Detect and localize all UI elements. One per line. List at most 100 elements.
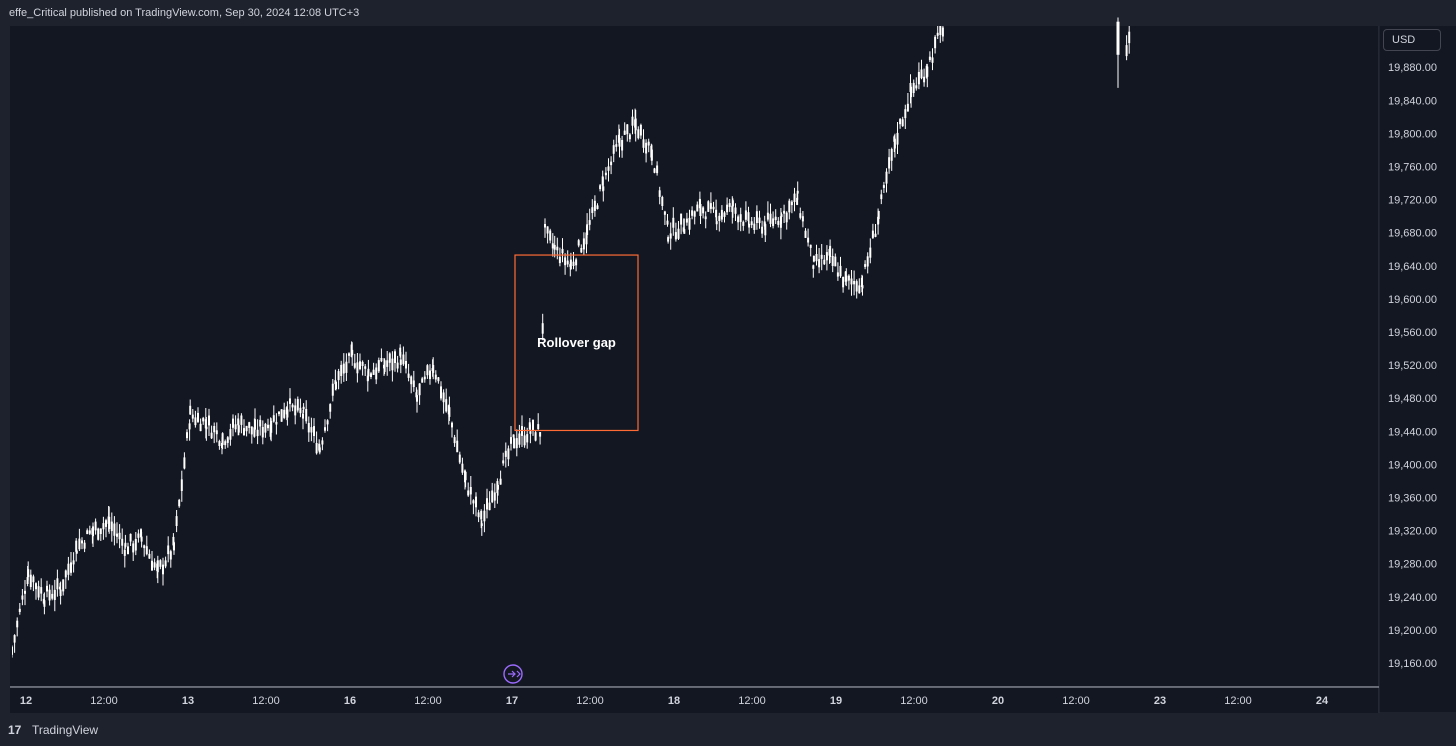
candle-body	[537, 424, 540, 429]
candle-body	[81, 540, 83, 544]
candle-body	[674, 232, 677, 240]
candle-body	[367, 368, 370, 377]
candle-body	[183, 457, 186, 469]
candle-body	[366, 375, 369, 382]
candle-body	[51, 593, 54, 599]
candle-body	[504, 450, 507, 457]
candle-body	[731, 205, 734, 213]
candle-body	[910, 86, 913, 98]
currency-button[interactable]: USD	[1383, 29, 1441, 51]
x-tick-label: 20	[992, 695, 1004, 707]
candle-body	[650, 149, 653, 161]
chart-pane[interactable]	[10, 26, 1378, 686]
candle-body	[469, 487, 472, 495]
candle-body	[264, 423, 267, 433]
candle-body	[931, 57, 934, 63]
session-break-icon	[503, 664, 523, 684]
candle-body	[551, 243, 554, 249]
candle-body	[240, 415, 243, 425]
candle-body	[456, 440, 459, 453]
candle-body	[123, 549, 126, 556]
candle-body	[229, 429, 232, 440]
x-tick-label: 12:00	[576, 695, 604, 707]
candle-body	[917, 72, 920, 85]
candle-body	[375, 367, 378, 380]
candle-body	[440, 386, 442, 399]
candle-body	[226, 437, 229, 443]
candle-body	[628, 134, 631, 140]
candle-body	[221, 443, 223, 448]
candle-body	[237, 425, 240, 433]
candle-body	[575, 259, 578, 266]
candle-body	[653, 168, 656, 173]
y-tick-label: 19,320.00	[1388, 526, 1437, 538]
candle-body	[926, 66, 929, 77]
time-axis[interactable]	[10, 687, 1378, 713]
candle-body	[113, 523, 116, 536]
candle-body	[121, 538, 124, 546]
candle-body	[488, 502, 491, 511]
candle-body	[380, 358, 383, 362]
candle-body	[475, 496, 477, 508]
candle-body	[296, 399, 299, 411]
candle-body	[426, 365, 429, 376]
candle-body	[515, 438, 518, 449]
candle-body	[480, 523, 483, 526]
candle-body	[780, 214, 783, 217]
x-tick-label: 24	[1316, 695, 1329, 707]
candle-body	[29, 574, 32, 587]
candle-body	[588, 220, 591, 225]
candle-body	[790, 201, 793, 206]
candle-body	[774, 216, 777, 221]
y-tick-label: 19,400.00	[1388, 459, 1437, 471]
candle-body	[62, 579, 65, 592]
candle-body	[766, 212, 769, 220]
candle-body	[26, 577, 29, 584]
candle-body	[541, 323, 544, 334]
candle-body	[458, 454, 461, 463]
candle-body	[709, 203, 712, 209]
candle-body	[591, 207, 594, 213]
candle-body	[631, 116, 634, 126]
candle-body	[880, 194, 883, 200]
candle-body	[607, 166, 610, 171]
candle-body	[243, 428, 245, 436]
candle-body	[864, 264, 867, 267]
candle-body	[779, 216, 782, 228]
candle-body	[202, 417, 205, 422]
candle-body	[442, 392, 445, 403]
x-tick-label: 12:00	[1062, 695, 1090, 707]
candle-body	[134, 539, 137, 551]
candle-body	[13, 635, 16, 643]
candle-body	[386, 360, 389, 367]
candle-body	[21, 595, 24, 600]
candle-body	[683, 229, 686, 234]
candle-body	[70, 562, 72, 573]
candle-body	[67, 563, 70, 575]
candle-body	[896, 132, 899, 145]
candle-body	[585, 232, 588, 245]
candle-body	[693, 211, 696, 217]
candle-body	[785, 212, 788, 223]
candle-body	[204, 419, 207, 429]
candle-body	[764, 224, 767, 236]
candle-body	[35, 583, 37, 590]
y-tick-label: 19,840.00	[1388, 95, 1437, 107]
candle-body	[394, 351, 396, 363]
candle-body	[162, 564, 164, 575]
candle-body	[75, 540, 78, 552]
price-axis[interactable]	[1379, 26, 1456, 712]
candle-body	[829, 245, 832, 257]
candle-body	[941, 27, 944, 37]
candle-body	[286, 409, 289, 418]
candle-body	[761, 226, 764, 234]
candle-body	[118, 532, 121, 540]
candle-body	[836, 272, 839, 277]
candle-body	[834, 256, 837, 267]
candle-body	[232, 418, 234, 428]
candle-body	[302, 406, 305, 410]
candle-body	[353, 363, 356, 368]
candle-body	[197, 412, 199, 422]
candle-body	[847, 275, 850, 281]
candle-body	[464, 471, 467, 481]
